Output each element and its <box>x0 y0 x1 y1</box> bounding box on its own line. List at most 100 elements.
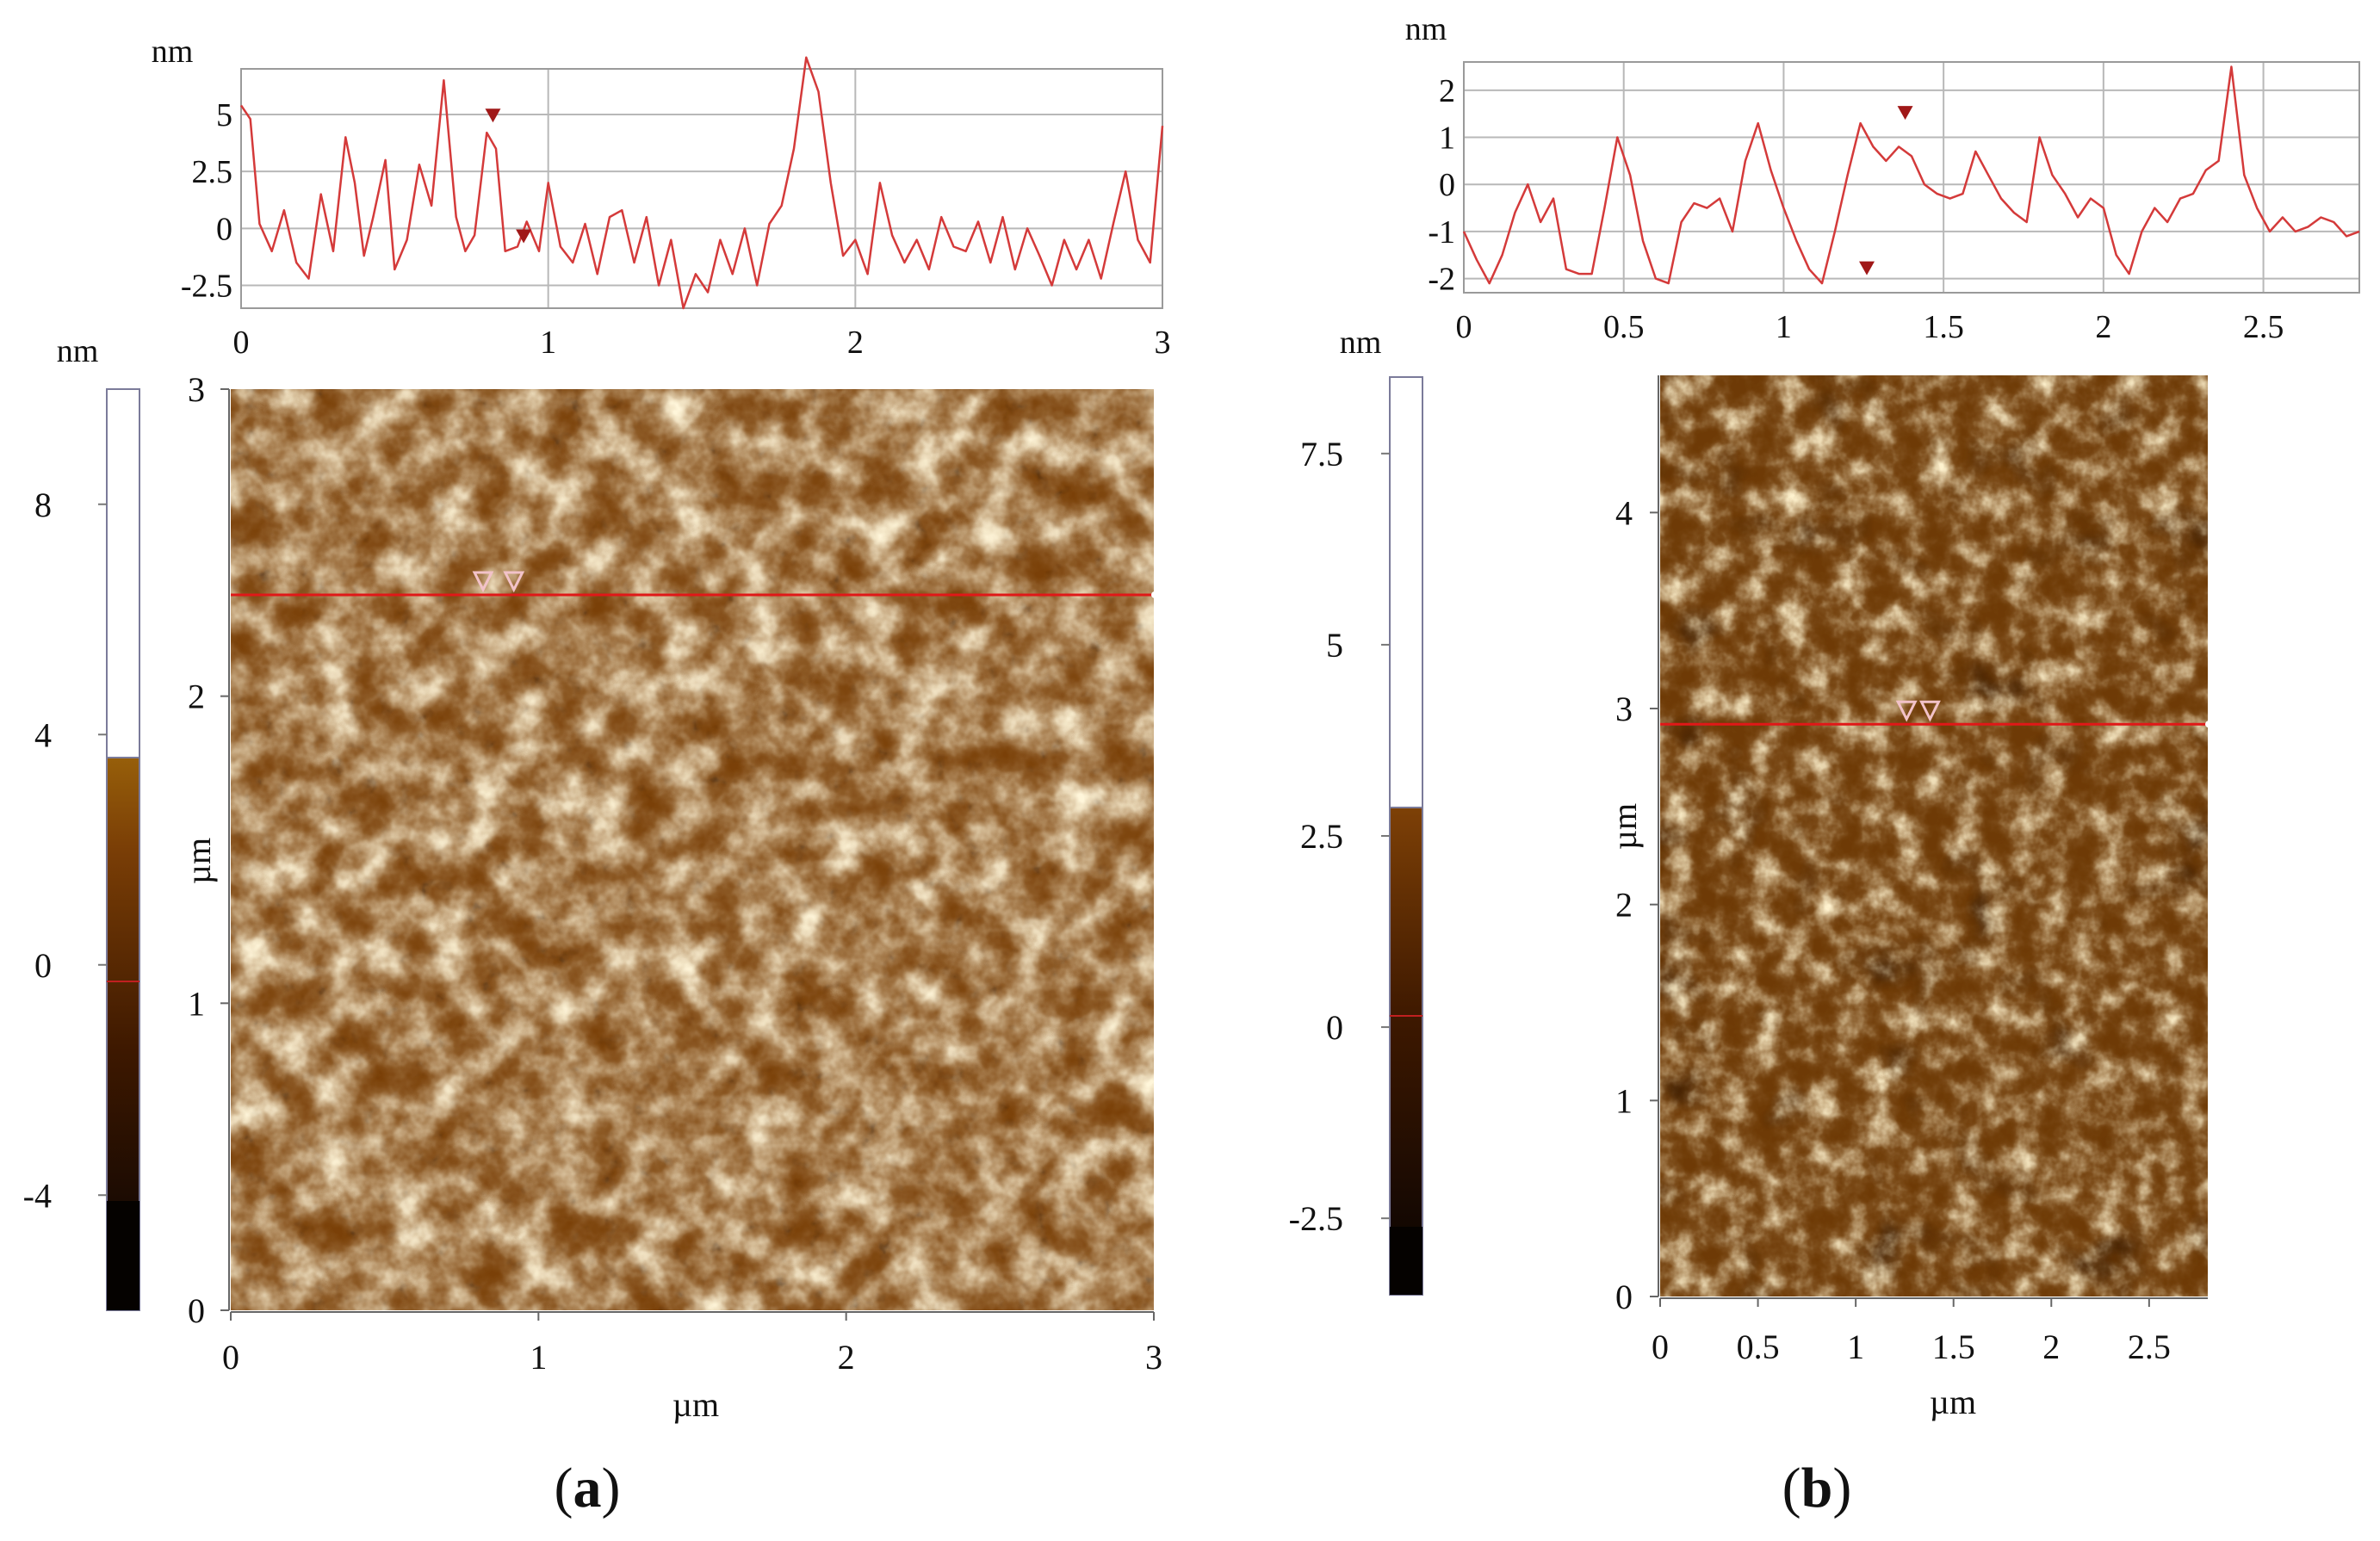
afm-image-b-scan-line <box>1660 700 2212 728</box>
profile-b-y-tick-label: 1 <box>1439 121 1455 157</box>
profile-b-y-tick-label: -2 <box>1428 262 1455 298</box>
panel-b-label: (b) <box>1782 1457 1852 1519</box>
profile-b-x-tick-label: 1.5 <box>1923 309 1964 345</box>
colorbar-b-tick-label: -2.5 <box>1289 1199 1343 1238</box>
afm-image-b-scan-end <box>2205 721 2212 728</box>
profile-b-frame <box>1463 61 2360 294</box>
profile-b-y-tick-label: -1 <box>1428 214 1455 251</box>
afm-image-a-scan-marker <box>472 571 494 593</box>
afm-image-a-y-unit: µm <box>179 838 218 884</box>
profile-a-x-tick-label: 0 <box>233 325 250 361</box>
profile-a-y-ticks: 5 2.5 0 -2.5 <box>181 97 232 305</box>
afm-image-b-x-tick-label: 2.5 <box>2128 1327 2171 1366</box>
profile-b-grid <box>1463 62 2359 294</box>
afm-image-a-scan-marker <box>503 571 525 593</box>
afm-image-b-x-tick-label: 1 <box>1847 1327 1864 1366</box>
afm-image-a-grains <box>231 389 1154 1310</box>
profile-b-x-ticks: 0 0.5 1 1.5 2 2.5 <box>1456 309 2284 345</box>
profile-a-y-tick-label: 5 <box>216 97 232 133</box>
profile-a-cursor-marker <box>516 229 532 244</box>
afm-image-b-axes: 0 0.5 1 1.5 2 2.5 0 1 2 3 4 <box>1615 375 2208 1366</box>
profile-a-y-tick-label: 0 <box>216 211 232 247</box>
afm-image-a-x-tick-label: 3 <box>1145 1338 1162 1377</box>
afm-image-a-y-tick-label: 3 <box>188 370 205 409</box>
afm-image-b: 0 0.5 1 1.5 2 2.5 0 1 2 3 4 µm µm <box>1605 375 2212 1421</box>
panel-b: 210-1-2 0 0.5 1 1.5 2 2.5 nm 7.552.50-2.5 nm … <box>1289 11 2360 1519</box>
colorbar-b-unit-label: nm <box>1340 325 1382 361</box>
profile-a-frame <box>240 68 1163 309</box>
colorbar-a-tick-label: -4 <box>23 1176 52 1215</box>
colorbar-a-saturation-top <box>106 388 140 758</box>
profile-b-series-line <box>1462 65 2360 285</box>
afm-image-a-x-unit: µm <box>672 1385 719 1424</box>
profile-b-cursor-marker <box>1859 261 1875 275</box>
colorbar-a: 8 4 0 -4 nm <box>23 333 140 1311</box>
profile-a-y-tick-label: 2.5 <box>192 154 233 190</box>
profile-b-y-tick-label: 0 <box>1439 167 1455 203</box>
profile-a-x-tick-label: 3 <box>1155 325 1171 361</box>
afm-image-a-scan-line <box>231 571 1158 598</box>
afm-image-a-x-tick-label: 1 <box>530 1338 547 1377</box>
colorbar-a-unit-label: nm <box>57 333 99 369</box>
colorbar-a-saturation-bottom <box>107 1201 139 1310</box>
afm-image-b-grains <box>1660 375 2208 1297</box>
afm-image-b-y-tick-label: 4 <box>1615 493 1633 532</box>
afm-image-b-y-tick-label: 2 <box>1615 886 1633 925</box>
afm-image-b-y-unit: µm <box>1605 803 1644 850</box>
panel-a-label-close: ) <box>602 1457 621 1519</box>
profile-a-y-tick-label: -2.5 <box>181 269 232 305</box>
afm-image-b-y-tick-label: 0 <box>1615 1278 1633 1316</box>
colorbar-b-tick-label: 5 <box>1326 626 1343 665</box>
colorbar-a-tick-label: 8 <box>34 486 52 524</box>
profile-a-series-line <box>239 56 1164 310</box>
colorbar-b: 7.5 5 2.5 0 -2.5 nm <box>1289 325 1423 1296</box>
profile-b-x-tick-label: 1 <box>1776 309 1792 345</box>
profile-a-x-tick-label: 1 <box>540 325 556 361</box>
colorbar-b-saturation-bottom <box>1390 1227 1422 1295</box>
afm-image-b-x-tick-label: 2 <box>2042 1327 2060 1366</box>
afm-image-a-x-tick-label: 0 <box>222 1338 239 1377</box>
afm-image-b-x-tick-label: 0 <box>1652 1327 1669 1366</box>
afm-image-a-x-tick-label: 2 <box>838 1338 855 1377</box>
panel-a-label-letter: a <box>573 1457 602 1519</box>
afm-image-b-scan-marker <box>1919 700 1941 722</box>
afm-image-b-scan-marker <box>1895 700 1918 722</box>
afm-image-b-x-tick-label: 1.5 <box>1932 1327 1975 1366</box>
profile-b-x-tick-label: 2 <box>2095 309 2111 345</box>
profile-chart-b: 2 1 0 -1 -2 0 0.5 1 1.5 2 2.5 nm <box>1405 11 2360 345</box>
afm-image-a: 0 1 2 3 0 1 2 3 µm µm <box>179 370 1162 1424</box>
colorbar-b-saturation-top <box>1389 376 1423 808</box>
colorbar-b-tick-label: 7.5 <box>1300 435 1343 473</box>
profile-a-x-tick-label: 2 <box>847 325 864 361</box>
afm-image-a-y-tick-label: 0 <box>188 1291 205 1330</box>
profile-b-markers <box>1859 106 1913 275</box>
colorbar-b-tick-label: 2.5 <box>1300 817 1343 856</box>
afm-image-b-x-tick-label: 0.5 <box>1737 1327 1780 1366</box>
colorbar-b-ticks: 7.5 5 2.5 0 -2.5 <box>1289 435 1390 1238</box>
profile-b-x-tick-label: 0.5 <box>1603 309 1645 345</box>
profile-b-unit-label: nm <box>1405 11 1447 47</box>
profile-a-markers <box>485 108 532 244</box>
panel-b-label-letter: b <box>1801 1457 1833 1519</box>
panel-b-label-close: ) <box>1832 1457 1851 1519</box>
profile-b-y-ticks: 2 1 0 -1 -2 <box>1428 73 1455 298</box>
svg-text:(a): (a) <box>555 1457 621 1519</box>
profile-a-unit-label: nm <box>152 34 194 70</box>
afm-image-a-scan-end <box>1151 591 1158 598</box>
afm-image-a-axes: 0 1 2 3 0 1 2 3 <box>188 370 1162 1377</box>
afm-image-b-y-tick-label: 3 <box>1615 690 1633 728</box>
panel-a-label: (a) <box>555 1457 621 1519</box>
afm-image-b-x-unit: µm <box>1930 1383 1976 1421</box>
afm-image-a-y-tick-label: 1 <box>188 984 205 1023</box>
colorbar-a-ticks: 8 4 0 -4 <box>23 486 107 1215</box>
svg-text:(b): (b) <box>1782 1457 1852 1519</box>
profile-b-x-tick-label: 0 <box>1456 309 1472 345</box>
panel-a-label-open: ( <box>555 1457 573 1519</box>
colorbar-a-tick-label: 4 <box>34 715 52 754</box>
afm-image-a-y-tick-label: 2 <box>188 678 205 716</box>
profile-a-x-ticks: 0 1 2 3 <box>233 325 1171 361</box>
profile-b-y-tick-label: 2 <box>1439 73 1455 109</box>
